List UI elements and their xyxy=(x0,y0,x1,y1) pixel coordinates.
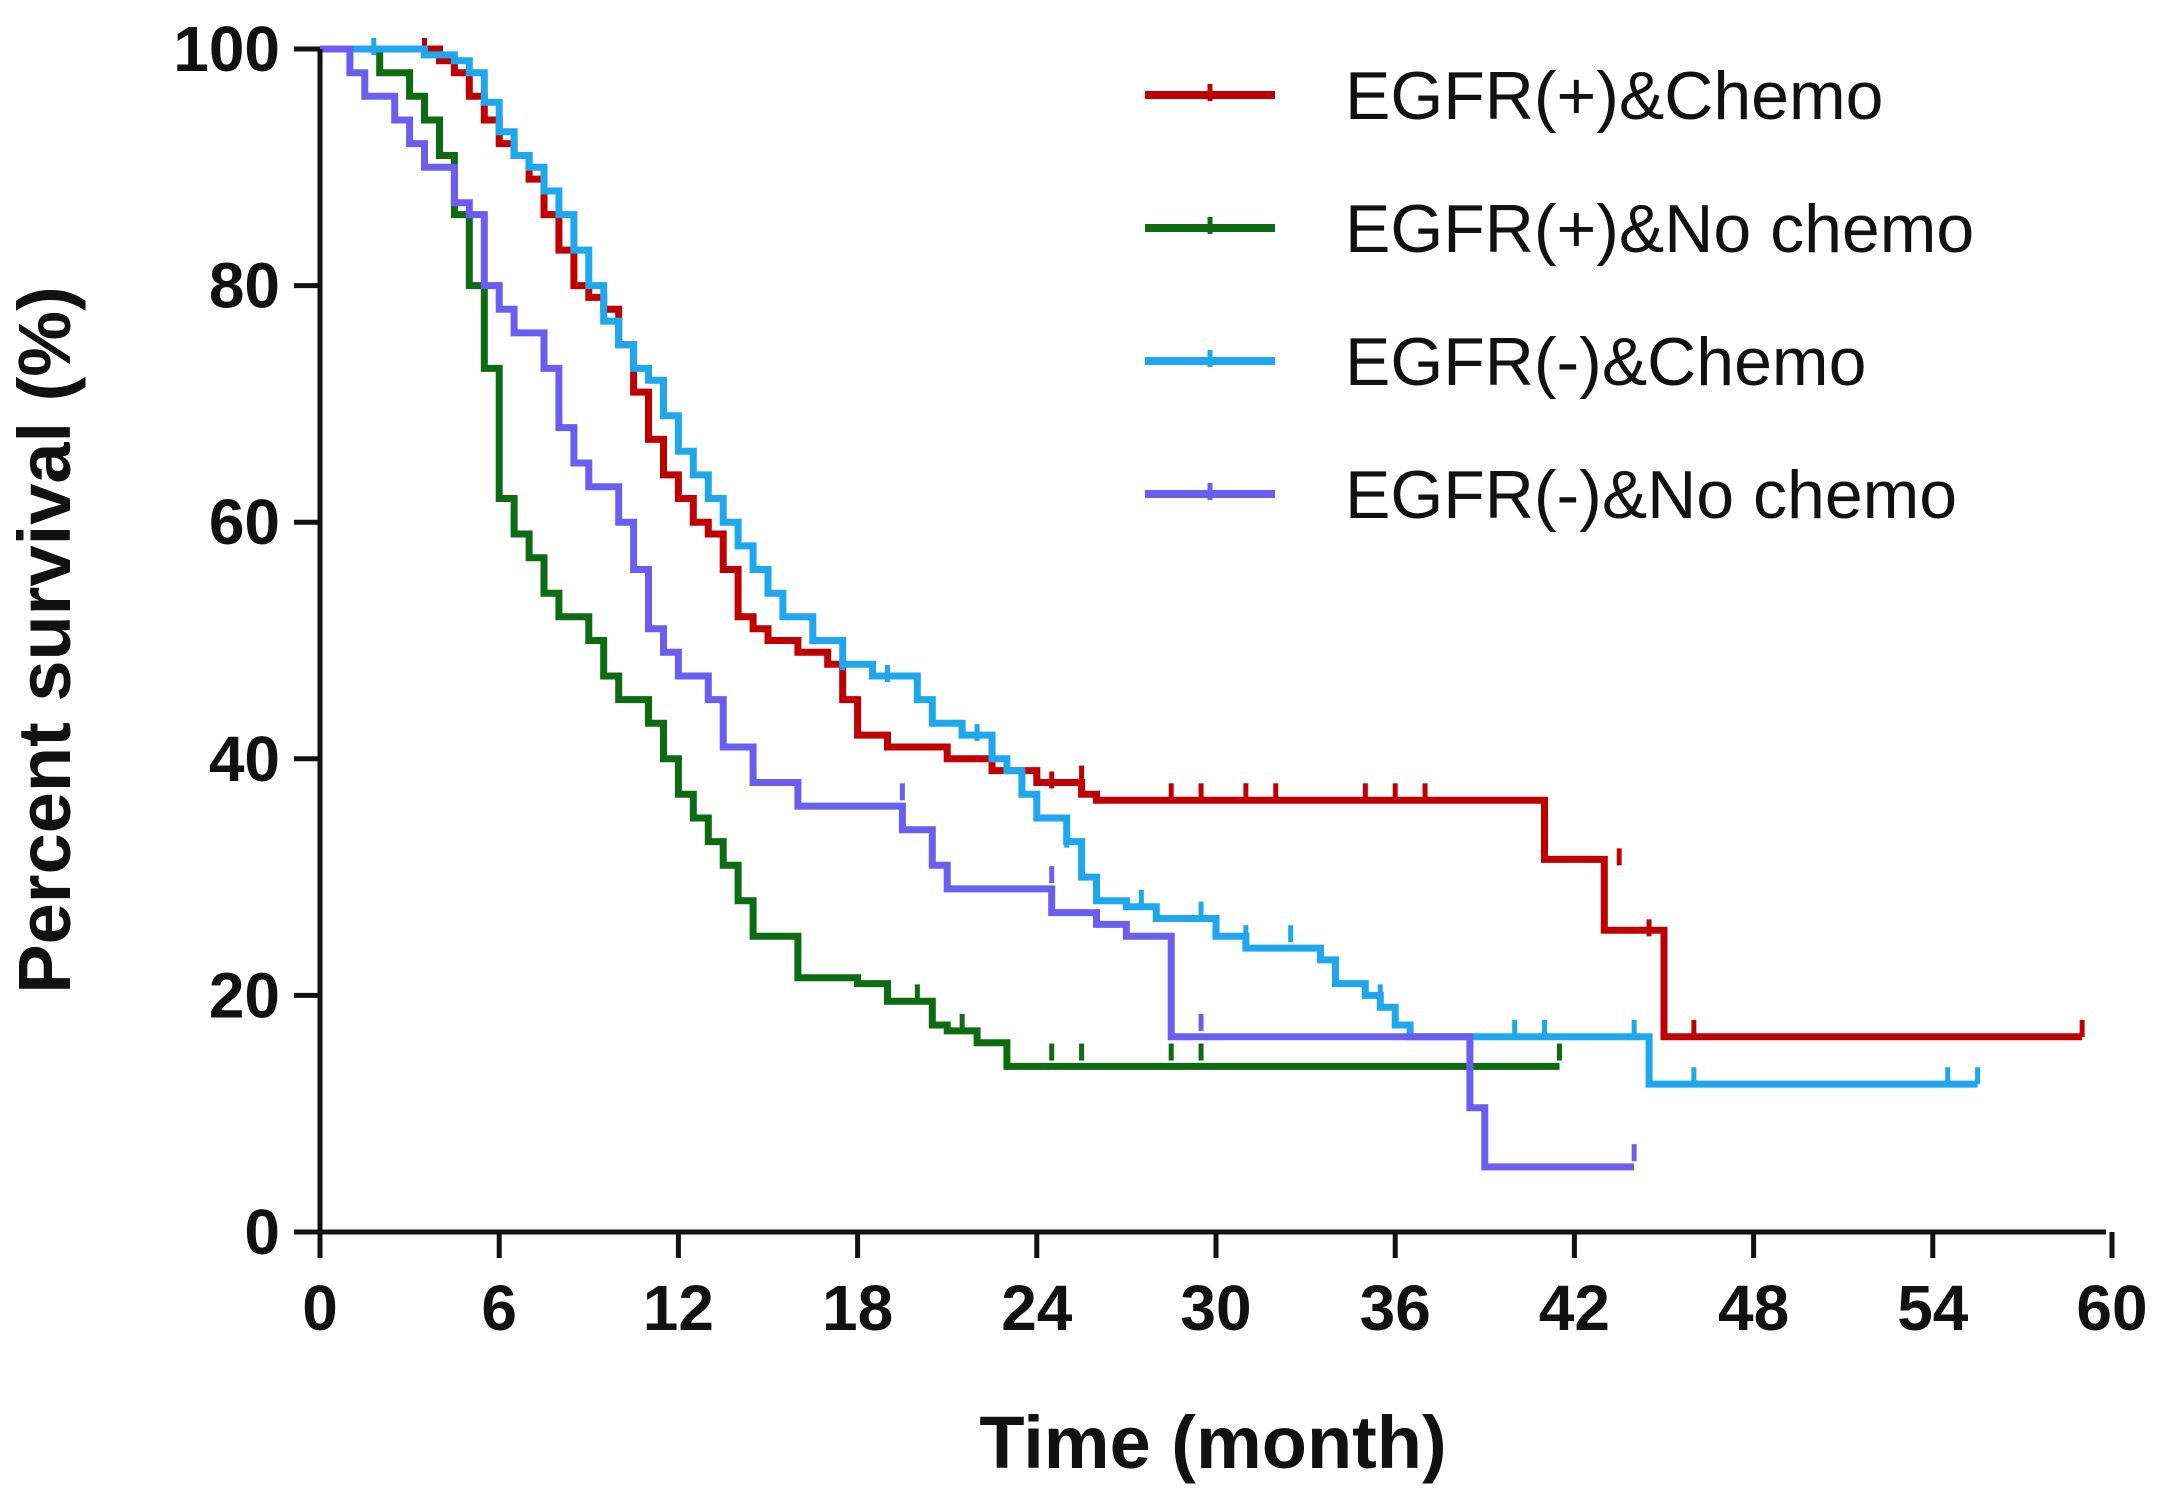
x-tick-label: 60 xyxy=(2076,1272,2147,1344)
ticks: 0 6 12 18 24 30 36 42 48 54 60 0 20 40 60 80 100 xyxy=(173,13,2147,1344)
x-tick-label: 42 xyxy=(1539,1272,1610,1344)
x-tick-label: 24 xyxy=(1001,1272,1073,1344)
y-tick-label: 100 xyxy=(173,13,280,85)
y-axis-title: Percent survival (%) xyxy=(3,286,86,993)
plot-area xyxy=(320,38,2085,1171)
legend-label: EGFR(+)&Chemo xyxy=(1345,58,1883,134)
x-tick-label: 54 xyxy=(1897,1272,1969,1344)
x-tick-label: 12 xyxy=(643,1272,714,1344)
x-axis-title: Time (month) xyxy=(979,1401,1446,1484)
x-tick-label: 6 xyxy=(481,1272,517,1344)
legend: EGFR(+)&Chemo EGFR(+)&No chemo EGFR(-)&Che… xyxy=(1145,58,1974,533)
survival-curve-series-3 xyxy=(320,45,1978,1088)
survival-curve-series-4 xyxy=(320,45,1635,1171)
survival-curve-series-2 xyxy=(320,45,1560,1070)
legend-label: EGFR(-)&Chemo xyxy=(1345,324,1866,400)
x-tick-label: 48 xyxy=(1718,1272,1789,1344)
x-tick-label: 30 xyxy=(1180,1272,1251,1344)
y-tick-label: 60 xyxy=(209,486,280,558)
x-tick-label: 18 xyxy=(822,1272,893,1344)
x-tick-label: 36 xyxy=(1360,1272,1431,1344)
y-tick-label: 40 xyxy=(209,723,280,795)
legend-label: EGFR(+)&No chemo xyxy=(1345,191,1974,267)
x-tick-label: 0 xyxy=(302,1272,338,1344)
axes xyxy=(317,49,2106,1235)
y-tick-label: 0 xyxy=(244,1196,280,1268)
y-tick-label: 20 xyxy=(209,959,280,1031)
legend-label: EGFR(-)&No chemo xyxy=(1345,457,1957,533)
y-tick-label: 80 xyxy=(209,250,280,322)
